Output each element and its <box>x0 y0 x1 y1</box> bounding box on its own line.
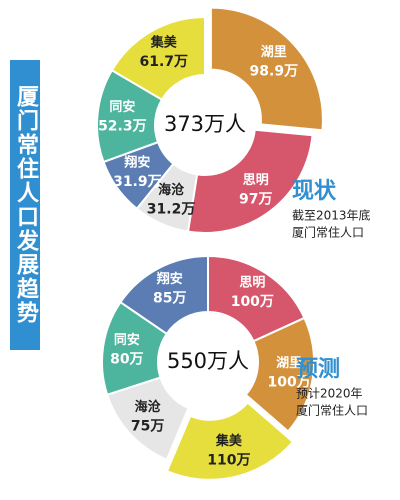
center-label: 550万人 <box>167 349 249 373</box>
slice <box>165 401 295 481</box>
slice-label: 翔安 <box>123 155 150 171</box>
chart-title: 现状 <box>292 179 337 204</box>
main-title: 厦门常住人口发展趋势 <box>10 60 40 350</box>
value-label: 31.2万 <box>147 202 196 218</box>
slice-label: 翔安 <box>156 271 183 287</box>
donut-hole <box>156 76 254 174</box>
slice-label: 同安 <box>109 99 135 115</box>
value-label: 110万 <box>207 453 250 469</box>
value-label: 61.7万 <box>140 54 189 70</box>
slice-label: 集美 <box>215 433 243 449</box>
value-label: 75万 <box>131 418 164 434</box>
chart-subtitle: 厦门常住人口 <box>296 403 368 418</box>
slice-label: 集美 <box>150 34 178 50</box>
slice-label: 湖里 <box>276 356 302 371</box>
donut-hole <box>159 313 257 411</box>
slice <box>207 254 306 343</box>
slice <box>209 6 324 132</box>
slice-label: 湖里 <box>261 45 287 60</box>
value-label: 80万 <box>110 351 143 367</box>
value-label: 85万 <box>153 290 186 306</box>
slice-label: 海沧 <box>135 399 161 415</box>
value-label: 31.9万 <box>113 174 162 190</box>
chart-subtitle: 预计2020年 <box>296 387 363 401</box>
slice-label: 思明 <box>239 276 265 291</box>
value-label: 97万 <box>239 192 272 208</box>
chart-subtitle: 厦门常住人口 <box>292 225 364 240</box>
slice <box>186 128 314 234</box>
value-label: 100万 <box>231 294 274 310</box>
slice-label: 思明 <box>243 173 269 188</box>
chart-subtitle: 截至2013年底 <box>292 208 371 223</box>
slice-label: 同安 <box>114 332 140 348</box>
value-label: 98.9万 <box>250 63 299 79</box>
slice <box>244 316 315 433</box>
slice <box>119 254 209 336</box>
value-label: 100万 <box>268 375 311 391</box>
slice-label: 海沧 <box>158 182 184 198</box>
slice <box>110 15 206 102</box>
value-label: 52.3万 <box>98 118 147 134</box>
center-label: 373万人 <box>164 112 246 136</box>
chart-title: 预测 <box>296 357 340 382</box>
